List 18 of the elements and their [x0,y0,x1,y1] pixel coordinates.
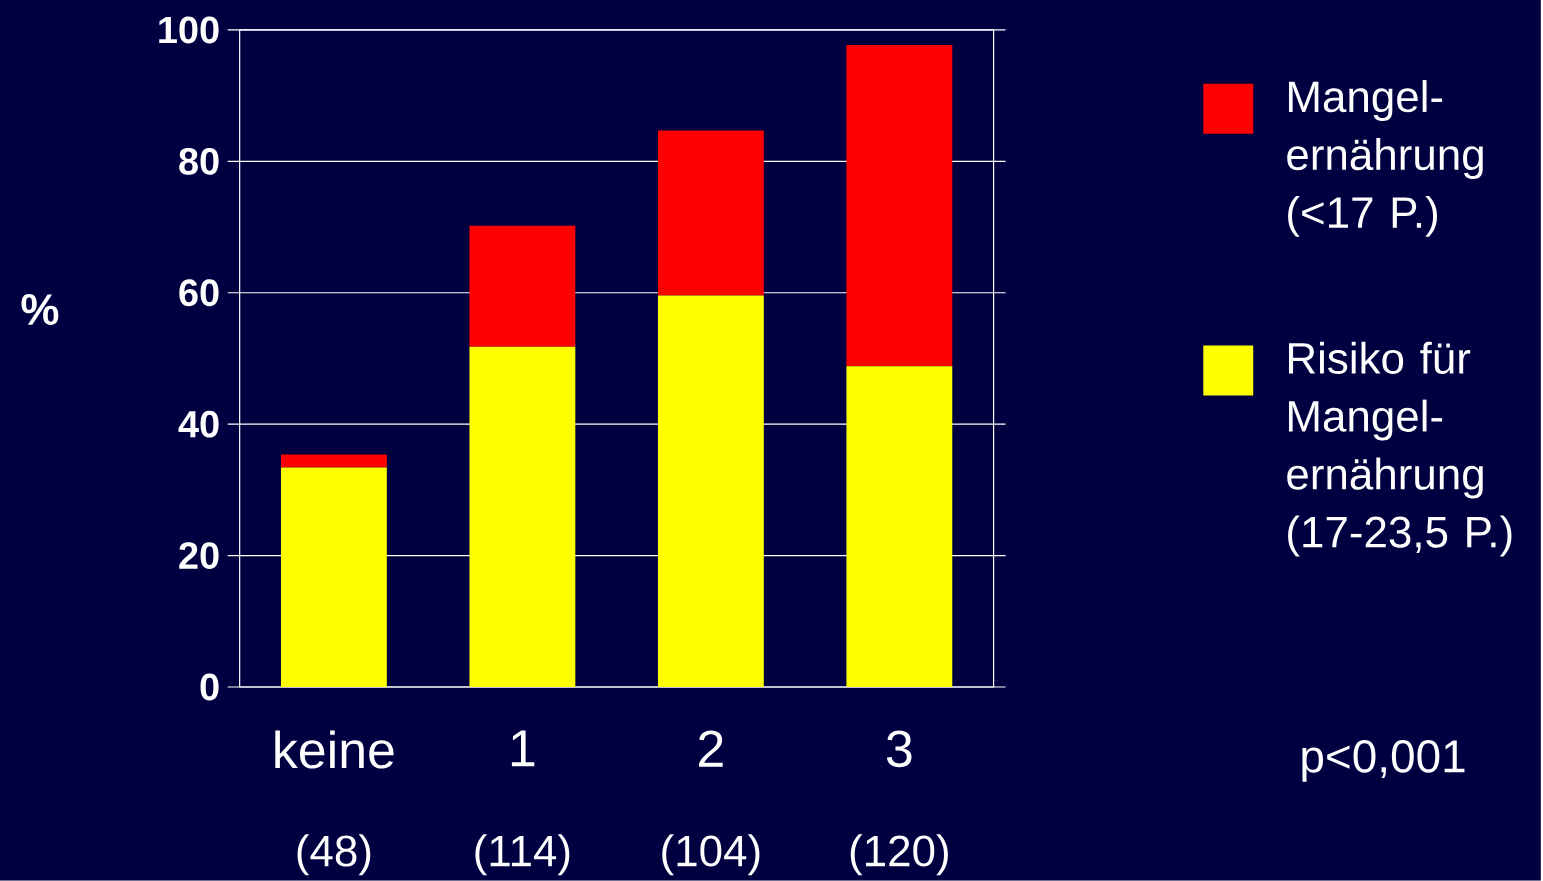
text: (114) [475,834,570,876]
y-tick-label: 40 [178,410,219,438]
y-tick-label: 60 [179,279,219,307]
legend-label: Risiko für Mangel-ernährung (17-23,5 P.) [1287,341,1512,557]
x-tick-label: 2 [699,730,723,767]
x-tick-label: keine [275,730,394,769]
x-tick-label: 1 [511,730,535,767]
y-axis-title: % [21,294,59,326]
text: (48) [297,834,371,876]
legend-label: Mangel-ernährung (<17 P.) [1287,80,1483,237]
y-tick-label: 0 [200,673,219,701]
y-tick-label: 100 [159,16,219,44]
x-tick-label: 3 [886,730,912,768]
y-tick-label: 20 [179,542,219,570]
text: (104) [662,834,760,876]
y-tick-label: 80 [179,148,219,175]
text: (120) [850,834,948,876]
text: p<0,001 [1302,740,1465,782]
